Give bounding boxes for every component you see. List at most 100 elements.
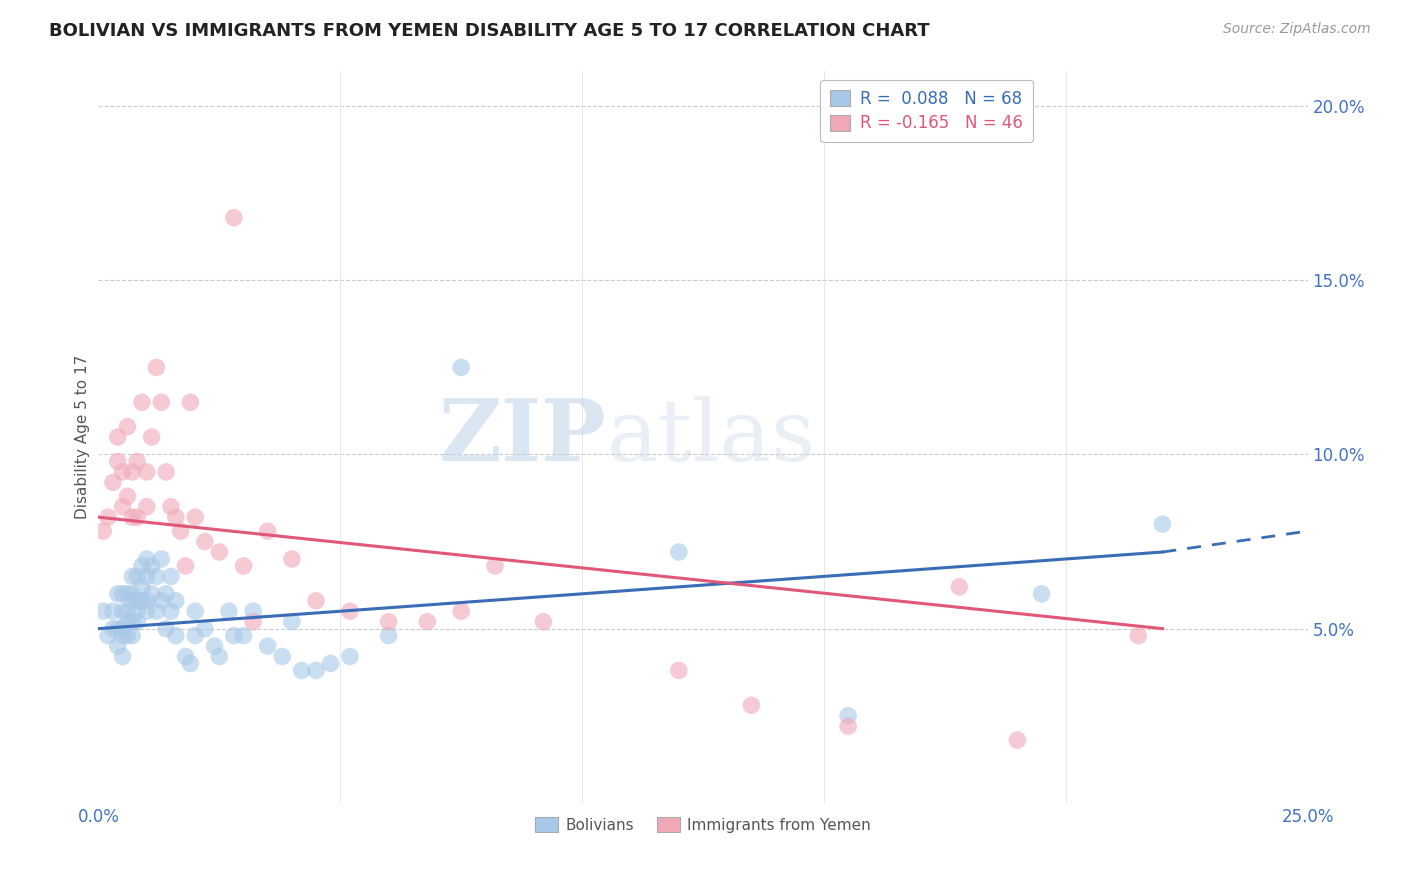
Point [127, 604, 149, 618]
Point [208, 545, 231, 559]
Text: BOLIVIAN VS IMMIGRANTS FROM YEMEN DISABILITY AGE 5 TO 17 CORRELATION CHART: BOLIVIAN VS IMMIGRANTS FROM YEMEN DISABI… [49, 22, 929, 40]
Point [531, 615, 554, 629]
Point [339, 649, 361, 664]
Point [121, 594, 143, 608]
Point [232, 629, 254, 643]
Point [169, 524, 191, 538]
Point [127, 454, 149, 468]
Point [256, 524, 278, 538]
Point [165, 594, 187, 608]
Point [111, 649, 134, 664]
Point [97, 510, 120, 524]
Point [150, 395, 173, 409]
Point [1128, 629, 1150, 643]
Point [256, 639, 278, 653]
Point [222, 211, 245, 225]
Point [222, 629, 245, 643]
Point [1031, 587, 1053, 601]
Point [121, 465, 143, 479]
Point [150, 594, 173, 608]
Point [179, 657, 201, 671]
Point [160, 569, 183, 583]
Point [131, 580, 153, 594]
Point [131, 594, 153, 608]
Point [339, 604, 361, 618]
Point [165, 510, 187, 524]
Point [160, 604, 183, 618]
Point [484, 558, 506, 573]
Point [145, 569, 167, 583]
Point [135, 569, 157, 583]
Point [117, 419, 139, 434]
Point [179, 395, 201, 409]
Point [281, 552, 304, 566]
Point [127, 594, 149, 608]
Point [101, 475, 124, 490]
Point [305, 664, 328, 678]
Point [174, 649, 197, 664]
Point [107, 454, 129, 468]
Point [117, 604, 139, 618]
Point [131, 558, 153, 573]
Text: ZIP: ZIP [439, 395, 606, 479]
Point [121, 510, 143, 524]
Point [837, 719, 859, 733]
Point [141, 430, 163, 444]
Point [135, 552, 157, 566]
Point [242, 615, 264, 629]
Point [111, 465, 134, 479]
Point [121, 615, 143, 629]
Point [377, 629, 399, 643]
Point [107, 639, 129, 653]
Point [111, 500, 134, 514]
Point [111, 587, 134, 601]
Point [117, 489, 139, 503]
Point [135, 594, 157, 608]
Point [740, 698, 762, 713]
Point [121, 587, 143, 601]
Point [107, 430, 129, 444]
Point [184, 629, 207, 643]
Point [1007, 733, 1029, 747]
Point [232, 558, 254, 573]
Point [174, 558, 197, 573]
Point [450, 360, 472, 375]
Point [204, 639, 226, 653]
Point [121, 629, 143, 643]
Point [145, 604, 167, 618]
Point [127, 510, 149, 524]
Point [121, 569, 143, 583]
Point [155, 622, 177, 636]
Point [135, 500, 157, 514]
Point [101, 622, 124, 636]
Point [127, 569, 149, 583]
Point [107, 622, 129, 636]
Point [117, 587, 139, 601]
Point [91, 604, 114, 618]
Point [290, 664, 312, 678]
Point [91, 524, 114, 538]
Point [165, 629, 187, 643]
Point [948, 580, 970, 594]
Point [271, 649, 294, 664]
Point [218, 604, 240, 618]
Point [111, 604, 134, 618]
Point [111, 622, 134, 636]
Point [127, 615, 149, 629]
Point [150, 552, 173, 566]
Point [305, 594, 328, 608]
Point [97, 629, 120, 643]
Point [117, 629, 139, 643]
Point [194, 534, 217, 549]
Point [837, 708, 859, 723]
Point [668, 664, 690, 678]
Text: Source: ZipAtlas.com: Source: ZipAtlas.com [1223, 22, 1371, 37]
Point [155, 587, 177, 601]
Point [135, 604, 157, 618]
Point [184, 510, 207, 524]
Point [107, 587, 129, 601]
Point [668, 545, 690, 559]
Text: atlas: atlas [606, 395, 815, 479]
Point [377, 615, 399, 629]
Point [416, 615, 439, 629]
